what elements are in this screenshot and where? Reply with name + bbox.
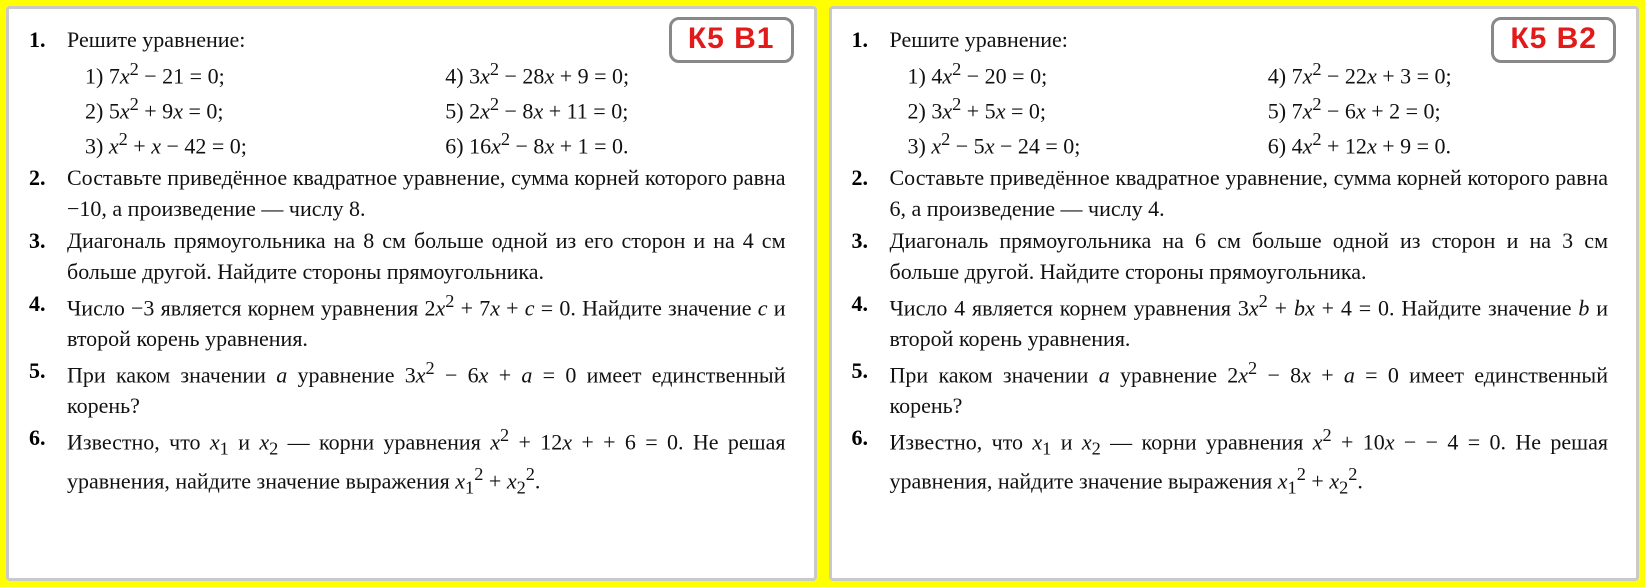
problem-list: 1. Решите уравнение: 1) 4x2 − 20 = 0; 4)… bbox=[852, 25, 1609, 501]
problem-number: 1. bbox=[29, 25, 67, 53]
problem-body: Число −3 является корнем уравнения 2x2 +… bbox=[67, 289, 786, 354]
problem-body: Составьте приведённое квадратное уравнен… bbox=[890, 163, 1609, 224]
problem-item: 2. Составьте приведённое квадратное урав… bbox=[852, 163, 1609, 224]
variant-badge: К5 В2 bbox=[1491, 17, 1616, 63]
equation-grid: 1) 7x2 − 21 = 0; 4) 3x2 − 28x + 9 = 0; 2… bbox=[85, 57, 786, 161]
problem-item: 3. Диагональ прямоугольника на 8 см боль… bbox=[29, 226, 786, 287]
problem-item: 4. Число −3 является корнем уравнения 2x… bbox=[29, 289, 786, 354]
problem-body: Диагональ прямоугольника на 8 см больше … bbox=[67, 226, 786, 287]
problem-body: Число 4 является корнем уравнения 3x2 + … bbox=[890, 289, 1609, 354]
problem-number: 6. bbox=[29, 423, 67, 451]
equation-cell: 2) 3x2 + 5x = 0; bbox=[908, 92, 1248, 127]
problem-number: 1. bbox=[852, 25, 890, 53]
problem-number: 2. bbox=[29, 163, 67, 191]
problem-body: Составьте приведённое квадратное уравнен… bbox=[67, 163, 786, 224]
problem-number: 6. bbox=[852, 423, 890, 451]
problem-list: 1. Решите уравнение: 1) 7x2 − 21 = 0; 4)… bbox=[29, 25, 786, 501]
problem-body: Известно, что x1 и x2 — корни уравнения … bbox=[890, 423, 1609, 501]
equation-cell: 3) x2 + x − 42 = 0; bbox=[85, 127, 425, 162]
equation-cell: 5) 7x2 − 6x + 2 = 0; bbox=[1268, 92, 1608, 127]
variant-card-1: К5 В1 1. Решите уравнение: 1) 7x2 − 21 =… bbox=[6, 6, 817, 581]
problem-number: 4. bbox=[852, 289, 890, 317]
problem-number: 2. bbox=[852, 163, 890, 191]
equation-cell: 6) 4x2 + 12x + 9 = 0. bbox=[1268, 127, 1608, 162]
problem-body: Известно, что x1 и x2 — корни уравнения … bbox=[67, 423, 786, 501]
problem-number: 5. bbox=[852, 356, 890, 384]
equation-cell: 1) 7x2 − 21 = 0; bbox=[85, 57, 425, 92]
problem-number: 4. bbox=[29, 289, 67, 317]
problem-item: 5. При каком значении a уравнение 2x2 − … bbox=[852, 356, 1609, 421]
problem-number: 5. bbox=[29, 356, 67, 384]
problem-body: При каком значении a уравнение 3x2 − 6x … bbox=[67, 356, 786, 421]
equation-cell: 1) 4x2 − 20 = 0; bbox=[908, 57, 1248, 92]
equation-cell: 2) 5x2 + 9x = 0; bbox=[85, 92, 425, 127]
equation-cell: 5) 2x2 − 8x + 11 = 0; bbox=[445, 92, 785, 127]
variant-card-2: К5 В2 1. Решите уравнение: 1) 4x2 − 20 =… bbox=[829, 6, 1640, 581]
problem-item: 2. Составьте приведённое квадратное урав… bbox=[29, 163, 786, 224]
problem-body: Диагональ прямоугольника на 6 см больше … bbox=[890, 226, 1609, 287]
problem-body: При каком значении a уравнение 2x2 − 8x … bbox=[890, 356, 1609, 421]
problem-item: 6. Известно, что x1 и x2 — корни уравнен… bbox=[852, 423, 1609, 501]
problem-item: 3. Диагональ прямоугольника на 6 см боль… bbox=[852, 226, 1609, 287]
problem-number: 3. bbox=[852, 226, 890, 254]
equation-cell: 6) 16x2 − 8x + 1 = 0. bbox=[445, 127, 785, 162]
equation-grid: 1) 4x2 − 20 = 0; 4) 7x2 − 22x + 3 = 0; 2… bbox=[908, 57, 1609, 161]
problem-number: 3. bbox=[29, 226, 67, 254]
problem-item: 6. Известно, что x1 и x2 — корни уравнен… bbox=[29, 423, 786, 501]
problem-item: 4. Число 4 является корнем уравнения 3x2… bbox=[852, 289, 1609, 354]
variant-badge: К5 В1 bbox=[669, 17, 794, 63]
problem-item: 5. При каком значении a уравнение 3x2 − … bbox=[29, 356, 786, 421]
equation-cell: 3) x2 − 5x − 24 = 0; bbox=[908, 127, 1248, 162]
